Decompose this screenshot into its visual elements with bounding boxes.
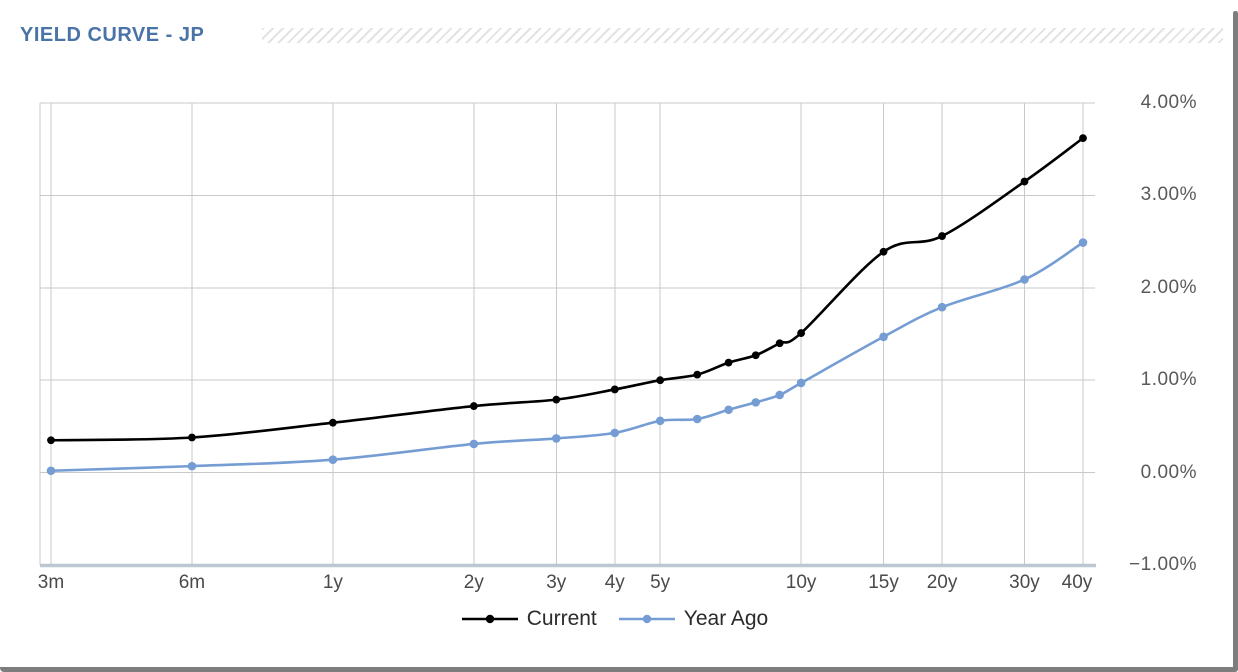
x-axis-label: 30y bbox=[1009, 572, 1040, 593]
data-point-year-ago bbox=[724, 405, 733, 415]
y-axis-label: 3.00% bbox=[1140, 184, 1197, 206]
data-point-year-ago bbox=[937, 302, 947, 312]
series-line-current bbox=[50, 137, 1084, 442]
data-point-current bbox=[552, 395, 561, 404]
data-point-current bbox=[724, 358, 733, 367]
chart-title: YIELD CURVE - JP bbox=[20, 24, 205, 46]
year-ago-line-marker-icon bbox=[618, 614, 675, 624]
legend-label-current: Current bbox=[526, 607, 597, 630]
data-point-current bbox=[751, 351, 760, 360]
y-axis-label: 2.00% bbox=[1140, 276, 1197, 298]
data-point-year-ago bbox=[796, 378, 806, 388]
card-border-bottom bbox=[0, 667, 1238, 672]
data-point-current bbox=[1020, 177, 1029, 186]
data-point-current bbox=[693, 370, 702, 379]
data-point-year-ago bbox=[692, 414, 702, 424]
data-point-year-ago bbox=[469, 439, 479, 449]
data-point-current bbox=[797, 329, 806, 337]
data-point-current bbox=[1079, 134, 1087, 143]
data-point-year-ago bbox=[46, 466, 56, 476]
data-point-current bbox=[328, 418, 337, 427]
data-point-year-ago bbox=[751, 398, 761, 407]
title-hatch-band bbox=[262, 28, 1223, 43]
data-point-current bbox=[188, 433, 196, 442]
data-point-year-ago bbox=[1020, 275, 1029, 284]
legend-item-year-ago: Year Ago bbox=[618, 607, 769, 631]
data-point-year-ago bbox=[1078, 238, 1088, 247]
card-border-right bbox=[1233, 11, 1238, 672]
x-axis-label: 2y bbox=[463, 572, 484, 593]
x-axis-label: 4y bbox=[604, 572, 625, 593]
x-axis-label: 15y bbox=[868, 572, 899, 593]
y-axis-label: 4.00% bbox=[1140, 92, 1197, 113]
data-point-year-ago bbox=[187, 461, 197, 471]
x-axis-label: 3y bbox=[546, 572, 567, 593]
data-point-year-ago bbox=[328, 455, 338, 464]
data-point-year-ago bbox=[551, 434, 561, 443]
legend-item-current: Current bbox=[461, 607, 597, 631]
data-point-current bbox=[469, 402, 478, 410]
data-point-year-ago bbox=[879, 332, 888, 342]
y-axis-label: −1.00% bbox=[1129, 554, 1197, 575]
y-axis-label: 1.00% bbox=[1140, 369, 1197, 391]
x-axis-label: 1y bbox=[322, 572, 343, 593]
x-axis-label: 5y bbox=[650, 572, 671, 593]
x-axis-label: 40y bbox=[1061, 572, 1093, 593]
chart-legend: Current Year Ago bbox=[0, 607, 1230, 631]
legend-label-year-ago: Year Ago bbox=[683, 607, 769, 630]
data-point-current bbox=[610, 385, 619, 394]
x-axis-label: 6m bbox=[178, 572, 206, 593]
x-axis-label: 10y bbox=[785, 572, 817, 593]
data-point-year-ago bbox=[775, 390, 784, 400]
data-point-current bbox=[938, 232, 946, 240]
current-line-marker-icon bbox=[461, 614, 518, 624]
x-axis-label: 3m bbox=[37, 572, 65, 593]
data-point-year-ago bbox=[655, 416, 665, 426]
data-point-current bbox=[775, 339, 784, 348]
data-point-current bbox=[879, 247, 888, 256]
data-point-current bbox=[656, 376, 665, 385]
x-axis-label: 20y bbox=[926, 572, 958, 593]
data-point-current bbox=[47, 436, 55, 445]
data-point-year-ago bbox=[610, 428, 620, 438]
y-axis-label: 0.00% bbox=[1140, 461, 1197, 483]
